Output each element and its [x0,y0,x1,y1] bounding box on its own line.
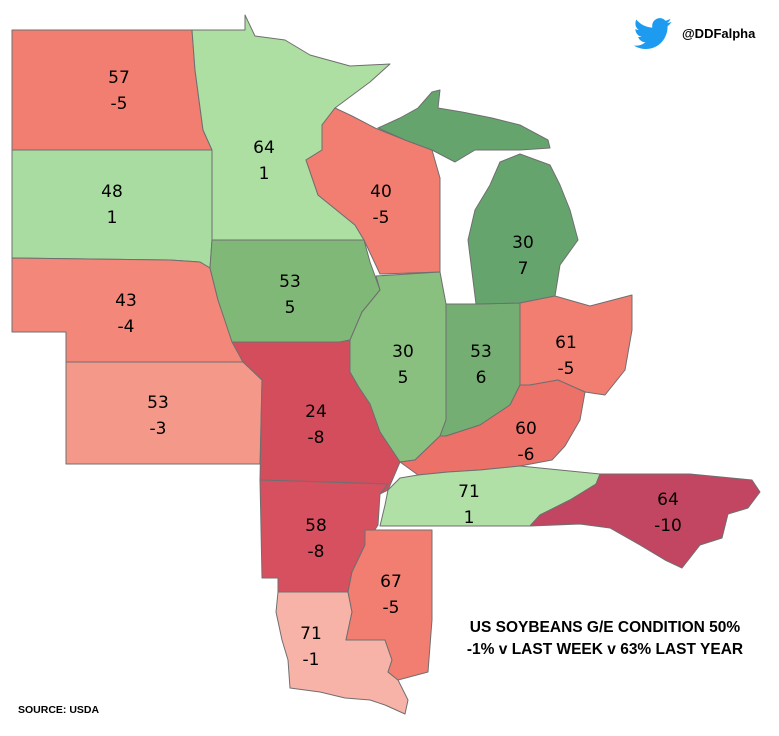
change-label-north-dakota: -5 [111,94,128,114]
condition-label-illinois: 30 [392,342,414,362]
map-caption: US SOYBEANS G/E CONDITION 50% -1% v LAST… [440,617,770,661]
state-mississippi [345,529,433,681]
state-kansas [65,361,263,465]
condition-label-michigan: 30 [512,233,534,253]
state-michigan-upper [377,89,551,163]
state-missouri [231,339,401,495]
condition-label-iowa: 53 [279,272,301,292]
change-label-kansas: -3 [150,419,167,439]
source-note: SOURCE: USDA [18,704,100,716]
change-label-illinois: 5 [398,368,409,388]
change-label-iowa: 5 [285,298,296,318]
state-wisconsin [305,107,441,275]
change-label-michigan: 7 [518,259,529,279]
change-label-nebraska: -4 [118,317,135,337]
change-label-arkansas: -8 [308,542,325,562]
condition-label-ohio: 61 [555,333,577,353]
state-north-dakota [11,29,213,151]
change-label-south-dakota: 1 [107,208,118,228]
condition-label-wisconsin: 40 [370,182,392,202]
condition-label-missouri: 24 [305,402,327,422]
condition-label-nebraska: 43 [115,291,137,311]
condition-label-north-carolina: 64 [657,490,679,510]
caption-line-1: US SOYBEANS G/E CONDITION 50% [469,619,741,636]
condition-label-arkansas: 58 [305,516,327,536]
condition-label-south-dakota: 48 [101,182,123,202]
condition-label-mississippi: 67 [380,572,402,592]
state-north-carolina [529,473,761,569]
change-label-mississippi: -5 [383,598,400,618]
change-label-ohio: -5 [558,359,575,379]
condition-label-louisiana: 71 [300,624,322,644]
twitter-bird-icon [633,18,672,50]
state-michigan-lower [467,153,579,305]
state-kentucky [399,379,586,476]
condition-label-tennessee: 71 [458,482,480,502]
condition-label-kansas: 53 [147,393,169,413]
caption-line-2: -1% v LAST WEEK v 63% LAST YEAR [466,641,744,658]
condition-label-minnesota: 64 [253,138,275,158]
change-label-kentucky: -6 [518,445,535,465]
change-label-minnesota: 1 [259,164,270,184]
twitter-handle: @DDFalpha [682,26,756,41]
condition-label-north-dakota: 57 [108,68,130,88]
change-label-tennessee: 1 [464,508,475,528]
change-label-indiana: 6 [476,368,487,388]
state-labels: 57-548143-453-364153524-858-871-167-540-… [101,68,682,670]
change-label-wisconsin: -5 [373,208,390,228]
condition-label-indiana: 53 [470,342,492,362]
change-label-missouri: -8 [308,428,325,448]
change-label-louisiana: -1 [303,650,320,670]
change-label-north-carolina: -10 [654,516,682,536]
condition-label-kentucky: 60 [515,419,537,439]
